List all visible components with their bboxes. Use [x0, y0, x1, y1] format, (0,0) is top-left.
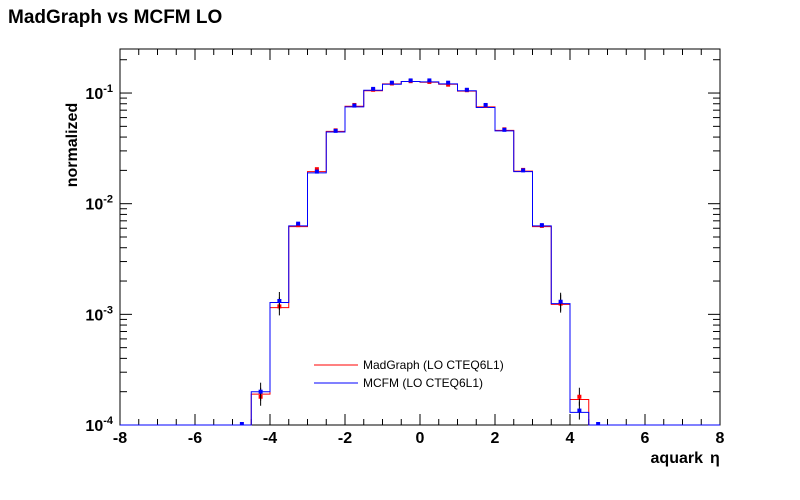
data-point: [539, 223, 544, 228]
data-point: [427, 78, 432, 83]
y-tick-label: 10-3: [85, 304, 113, 324]
x-tick-label: 6: [641, 430, 650, 447]
plot-area: [119, 48, 721, 426]
y-axis-title: normalized: [64, 103, 81, 187]
x-tick-label: 0: [416, 430, 425, 447]
data-point: [314, 169, 319, 174]
data-point: [577, 394, 582, 399]
plot-frame: [119, 48, 721, 426]
data-point: [277, 299, 282, 304]
data-point: [352, 103, 357, 108]
x-tick-label: -8: [113, 430, 127, 447]
data-point: [296, 221, 301, 226]
legend: MadGraph (LO CTEQ6L1) MCFM (LO CTEQ6L1): [314, 358, 504, 390]
data-point: [577, 408, 582, 413]
x-axis-title: aquark: [651, 450, 704, 467]
data-point: [258, 389, 263, 394]
y-tick-label: 10-2: [85, 194, 113, 214]
data-point: [483, 102, 488, 107]
data-point: [558, 299, 563, 304]
x-tick-label: -6: [188, 430, 202, 447]
data-point: [446, 80, 451, 85]
x-tick-label: 8: [716, 430, 725, 447]
data-point: [464, 87, 469, 92]
x-tick-label: 2: [491, 430, 500, 447]
x-tick-label: -2: [338, 430, 352, 447]
data-point: [502, 127, 507, 132]
x-tick-label: -4: [263, 430, 277, 447]
x-axis-symbol: η: [710, 450, 720, 467]
x-tick-label: 4: [566, 430, 575, 447]
data-point: [596, 422, 601, 425]
y-tick-labels: 10-4 10-3 10-2 10-1: [85, 83, 113, 435]
data-point: [314, 167, 319, 172]
x-tick-labels: -8 -6 -4 -2 0 2 4 6 8: [113, 430, 725, 447]
data-point: [521, 168, 526, 173]
data-point: [408, 78, 413, 83]
legend-label-madgraph: MadGraph (LO CTEQ6L1): [363, 358, 504, 372]
y-tick-label: 10-1: [85, 83, 113, 103]
data-point: [333, 128, 338, 133]
data-point: [239, 422, 244, 425]
data-point: [371, 86, 376, 91]
chart-title: MadGraph vs MCFM LO: [8, 7, 222, 28]
axis-ticks: [119, 49, 721, 426]
data-points: [239, 78, 601, 425]
data-point: [389, 80, 394, 85]
y-tick-label: 10-4: [85, 415, 113, 435]
legend-label-mcfm: MCFM (LO CTEQ6L1): [363, 376, 483, 390]
